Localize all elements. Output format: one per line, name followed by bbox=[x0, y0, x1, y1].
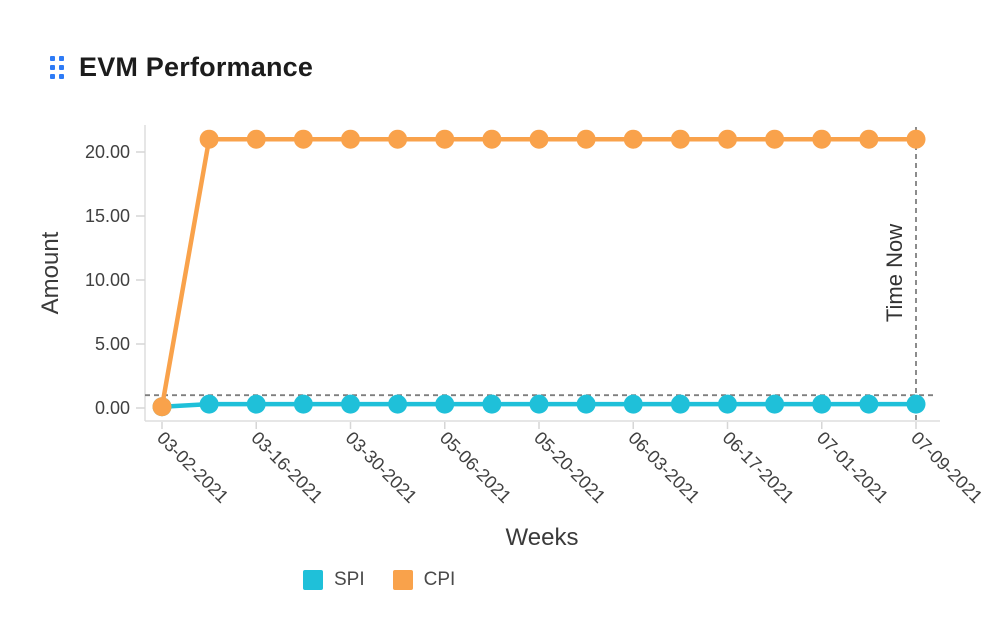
x-tick-label: 03-16-2021 bbox=[247, 428, 326, 507]
y-tick-label: 10.00 bbox=[85, 270, 130, 290]
legend-label-cpi: CPI bbox=[423, 569, 456, 590]
y-tick-label: 0.00 bbox=[95, 398, 130, 418]
chart-legend: SPI CPI bbox=[303, 569, 455, 591]
spi-data-point[interactable] bbox=[199, 394, 219, 414]
drag-handle-icon[interactable] bbox=[50, 56, 64, 79]
x-tick-label: 03-30-2021 bbox=[342, 428, 421, 507]
cpi-data-point[interactable] bbox=[435, 129, 455, 149]
spi-data-point[interactable] bbox=[482, 394, 502, 414]
spi-data-point[interactable] bbox=[718, 394, 737, 414]
cpi-data-point[interactable] bbox=[812, 129, 832, 149]
spi-data-point[interactable] bbox=[623, 394, 643, 414]
spi-data-point[interactable] bbox=[859, 394, 879, 414]
drag-dot bbox=[59, 65, 64, 70]
cpi-data-point[interactable] bbox=[529, 129, 549, 149]
x-tick-label: 05-06-2021 bbox=[436, 428, 515, 507]
y-tick-label: 20.00 bbox=[85, 142, 130, 162]
drag-dot bbox=[50, 56, 55, 61]
x-tick-label: 07-01-2021 bbox=[813, 428, 892, 507]
y-tick-label: 15.00 bbox=[85, 206, 130, 226]
drag-dot bbox=[50, 74, 55, 79]
legend-item-cpi[interactable]: CPI bbox=[392, 569, 456, 591]
cpi-line bbox=[159, 136, 919, 409]
x-tick-label: 05-20-2021 bbox=[530, 428, 609, 507]
x-tick-label: 06-17-2021 bbox=[719, 428, 798, 507]
spi-data-point[interactable] bbox=[812, 394, 832, 414]
drag-dot bbox=[50, 65, 55, 70]
cpi-data-point[interactable] bbox=[765, 129, 785, 149]
time-now-label: Time Now bbox=[882, 224, 907, 322]
spi-data-point[interactable] bbox=[388, 394, 408, 414]
y-tick-label: 5.00 bbox=[95, 334, 130, 354]
spi-data-point[interactable] bbox=[906, 394, 926, 414]
drag-dot bbox=[59, 74, 64, 79]
x-tick-label: 06-03-2021 bbox=[624, 428, 703, 507]
cpi-data-point[interactable] bbox=[718, 129, 737, 149]
x-tick-label: 03-02-2021 bbox=[153, 428, 232, 507]
spi-data-point[interactable] bbox=[246, 394, 266, 414]
cpi-data-point[interactable] bbox=[199, 129, 219, 149]
page-title: EVM Performance bbox=[79, 52, 314, 82]
spi-data-point[interactable] bbox=[435, 394, 455, 414]
cpi-swatch-icon bbox=[392, 570, 413, 590]
spi-data-point[interactable] bbox=[293, 394, 313, 414]
cpi-data-point[interactable] bbox=[246, 129, 266, 149]
cpi-data-point[interactable] bbox=[906, 129, 926, 149]
legend-item-spi[interactable]: SPI bbox=[303, 569, 365, 591]
chart-header: EVM Performance bbox=[50, 52, 313, 83]
cpi-data-point[interactable] bbox=[859, 129, 879, 149]
y-axis-title: Amount bbox=[37, 231, 64, 314]
legend-label-spi: SPI bbox=[334, 569, 365, 590]
cpi-data-point[interactable] bbox=[670, 129, 690, 149]
cpi-data-point[interactable] bbox=[388, 129, 408, 149]
drag-dot bbox=[59, 56, 64, 61]
spi-swatch-icon bbox=[303, 570, 323, 590]
cpi-data-point[interactable] bbox=[482, 129, 502, 149]
spi-data-point[interactable] bbox=[670, 394, 690, 414]
cpi-data-point[interactable] bbox=[623, 129, 643, 149]
cpi-data-point[interactable] bbox=[576, 129, 596, 149]
spi-data-point[interactable] bbox=[765, 394, 785, 414]
cpi-data-point[interactable] bbox=[152, 397, 172, 417]
x-axis-title: Weeks bbox=[506, 524, 579, 551]
cpi-data-point[interactable] bbox=[341, 129, 360, 149]
x-tick-label: 07-09-2021 bbox=[907, 428, 986, 507]
cpi-data-point[interactable] bbox=[293, 129, 313, 149]
spi-data-point[interactable] bbox=[529, 394, 549, 414]
spi-data-point[interactable] bbox=[576, 394, 596, 414]
spi-data-point[interactable] bbox=[341, 394, 360, 414]
